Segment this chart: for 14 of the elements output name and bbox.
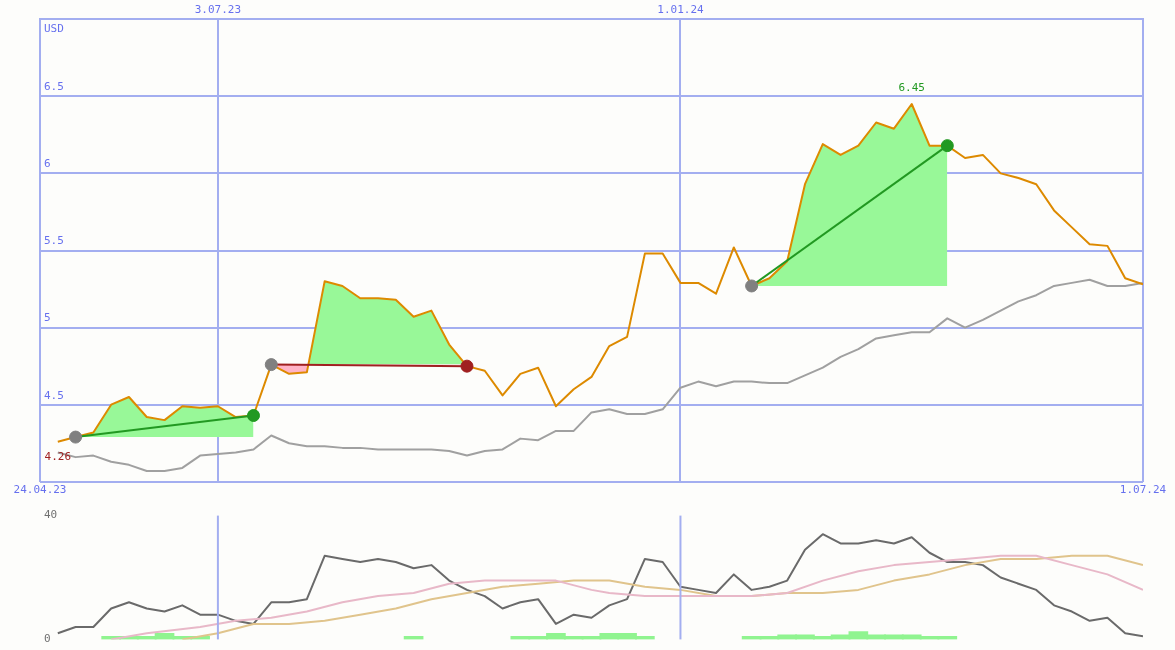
- y-tick-label: 6: [44, 157, 51, 171]
- x2-tick-label: 1.01.24: [657, 3, 705, 17]
- annotation: 6.45: [898, 81, 925, 95]
- y-tick-label: 6.5: [44, 80, 64, 94]
- x-tick-label: 24.04.23: [13, 483, 67, 497]
- y-tick-label: 40: [44, 508, 58, 522]
- x2-tick-label: 3.07.23: [194, 3, 242, 17]
- y-tick-label: 5: [44, 311, 51, 325]
- annotation: 4.26: [44, 450, 72, 464]
- y-tick-label: 4.5: [44, 388, 64, 402]
- y-tick-label: 0: [44, 632, 51, 646]
- y-tick-label: 5.5: [44, 234, 64, 248]
- y-axis-title: USD: [44, 21, 64, 35]
- x-tick-label: 1.07.24: [1119, 483, 1167, 497]
